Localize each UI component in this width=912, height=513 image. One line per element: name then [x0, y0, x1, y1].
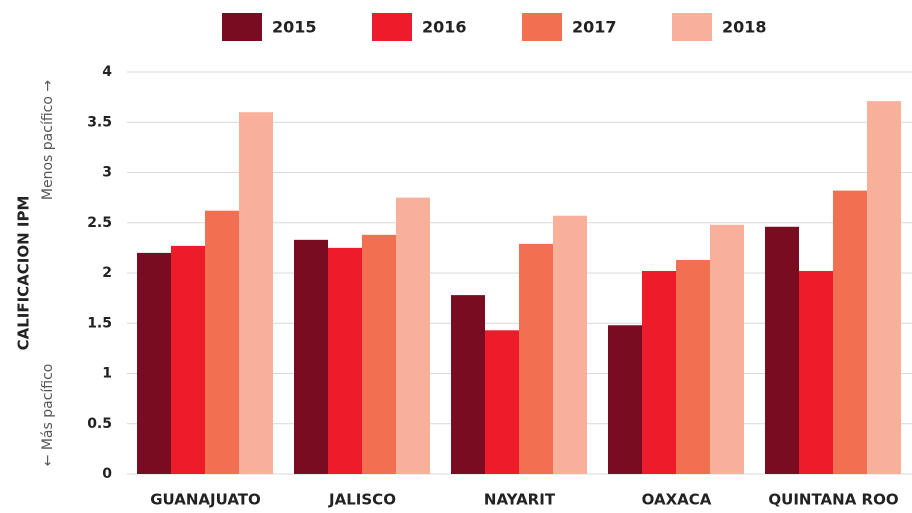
- legend-swatch: [372, 13, 412, 41]
- bar: [867, 101, 901, 475]
- bar: [239, 112, 273, 474]
- y-tick-label: 1.5: [87, 315, 112, 331]
- bar: [451, 295, 485, 474]
- bar: [519, 243, 553, 474]
- legend-swatch: [522, 13, 562, 41]
- bar: [710, 224, 744, 474]
- x-tick-label: NAYARIT: [484, 491, 556, 509]
- legend-label: 2017: [572, 18, 617, 37]
- bar: [676, 259, 710, 474]
- bar: [765, 226, 799, 474]
- legend-swatch: [672, 13, 712, 41]
- bar: [642, 270, 676, 474]
- x-tick-label: JALISCO: [328, 491, 396, 509]
- bar: [799, 270, 833, 474]
- bar: [294, 239, 328, 474]
- y-tick-label: 0.5: [87, 416, 112, 432]
- legend-swatch: [222, 13, 262, 41]
- y-tick-label: 1: [102, 366, 112, 382]
- bar: [171, 245, 205, 474]
- bar: [328, 247, 362, 474]
- x-tick-label: QUINTANA ROO: [768, 491, 898, 509]
- y-tick-label: 0: [102, 466, 112, 482]
- annotation: ← Más pacífico: [40, 364, 56, 467]
- y-tick-label: 3.5: [87, 114, 112, 130]
- bar: [608, 325, 642, 474]
- legend-label: 2015: [272, 18, 317, 37]
- bar: [205, 210, 239, 474]
- y-tick-label: 2: [102, 265, 112, 281]
- annotation: Menos pacífico →: [40, 80, 56, 200]
- y-axis-title: CALIFICACION IPM: [15, 196, 33, 351]
- x-tick-label: GUANAJUATO: [150, 491, 261, 509]
- y-tick-label: 2.5: [87, 215, 112, 231]
- legend-label: 2018: [722, 18, 767, 37]
- bar: [833, 190, 867, 474]
- y-tick-label: 4: [102, 64, 112, 80]
- bar: [553, 215, 587, 474]
- y-tick-label: 3: [102, 165, 112, 181]
- bar: [485, 330, 519, 474]
- x-tick-label: OAXACA: [642, 491, 712, 509]
- bar: [396, 197, 430, 474]
- legend-label: 2016: [422, 18, 467, 37]
- bar: [362, 234, 396, 474]
- bar: [137, 252, 171, 474]
